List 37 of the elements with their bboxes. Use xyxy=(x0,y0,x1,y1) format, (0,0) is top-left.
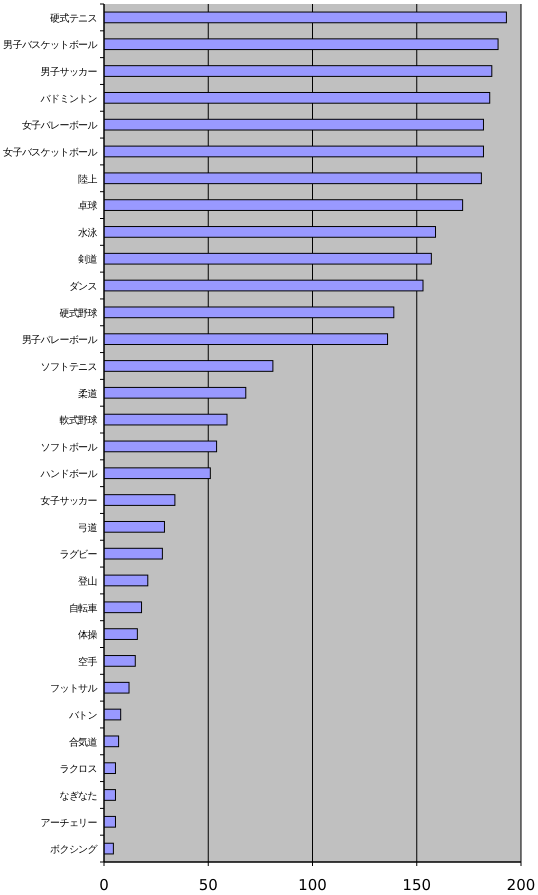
y-tick-label: ダンス xyxy=(68,280,97,293)
y-tick-label: 登山 xyxy=(78,575,97,588)
y-tick-label: 柔道 xyxy=(78,388,98,400)
y-tick-label: 軟式野球 xyxy=(59,414,98,427)
y-tick-label: 女子バスケットボール xyxy=(2,146,98,158)
y-tick-label: 自転車 xyxy=(68,602,98,614)
y-tick-label: 硬式野球 xyxy=(59,307,98,320)
x-tick-label: 50 xyxy=(198,876,218,894)
y-tick-label: 卓球 xyxy=(78,200,98,212)
y-tick-label: ハンドボール xyxy=(40,469,98,480)
y-tick-label: ラグビー xyxy=(59,550,98,561)
y-tick-label: 空手 xyxy=(78,656,98,668)
y-tick-label: バトン xyxy=(68,710,98,722)
y-tick-label: 硬式テニス xyxy=(50,12,97,24)
y-tick-label: 合気道 xyxy=(68,736,98,748)
y-tick-label: 陸上 xyxy=(78,173,98,186)
y-tick-label: 剣道 xyxy=(78,254,98,266)
y-tick-label: アーチェリー xyxy=(40,818,98,829)
y-tick-label: 男子サッカー xyxy=(40,67,98,78)
y-tick-label: 水泳 xyxy=(78,226,98,239)
y-tick-label: ソフトテニス xyxy=(40,362,97,373)
x-tick-label: 150 xyxy=(402,876,432,894)
y-tick-label: ラクロス xyxy=(59,764,97,776)
y-tick-label: ボクシング xyxy=(50,844,99,856)
y-tick-label: なぎなた xyxy=(59,790,98,802)
y-tick-label: ソフトボール xyxy=(40,442,98,454)
x-tick-label: 0 xyxy=(99,876,109,894)
x-tick-label: 200 xyxy=(506,876,536,894)
y-tick-label: 体操 xyxy=(78,629,98,642)
y-tick-label: 弓道 xyxy=(78,522,98,534)
y-tick-label: 男子バスケットボール xyxy=(2,40,98,52)
y-tick-label: フットサル xyxy=(50,684,98,695)
y-tick-label: バドミントン xyxy=(40,94,98,105)
y-tick-label: 女子バレーボール xyxy=(22,120,98,132)
x-tick-label: 100 xyxy=(298,876,327,894)
y-tick-label: 女子サッカー xyxy=(40,495,98,508)
y-tick-label: 男子バレーボール xyxy=(22,335,98,346)
